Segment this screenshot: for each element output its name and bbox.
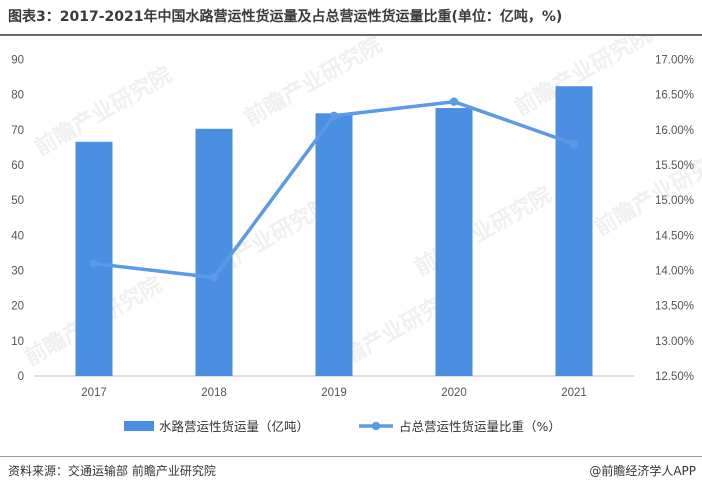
- x-tick-label: 2018: [201, 387, 227, 399]
- x-axis: 2017 2018 2019 2020 2021: [81, 387, 587, 399]
- footer-divider: [0, 456, 702, 457]
- bar: [315, 113, 353, 377]
- x-tick-label: 2020: [441, 387, 467, 399]
- y-tick-label-right: 12.50%: [655, 371, 694, 383]
- source-note: 资料来源：交通运输部 前瞻产业研究院: [8, 464, 216, 478]
- line-point: [449, 97, 459, 106]
- y-tick-label-right: 14.00%: [655, 266, 694, 278]
- watermark-text: 前瞻产业研究院: [590, 142, 702, 242]
- line-series: [89, 97, 579, 282]
- y-axis-left: 0 10 20 30 40 50 60 70 80 90: [11, 55, 24, 384]
- bar: [195, 128, 233, 376]
- y-tick-label-left: 40: [11, 230, 24, 242]
- y-tick-label-left: 90: [11, 55, 24, 67]
- legend-label-bar: 水路营运性货运量（亿吨）: [159, 419, 309, 434]
- legend: 水路营运性货运量（亿吨） 占总营运性货运量比重（%）: [124, 419, 561, 434]
- y-tick-label-left: 10: [11, 336, 24, 348]
- line-point: [569, 139, 579, 149]
- y-tick-label-right: 15.00%: [655, 195, 694, 207]
- bar: [555, 86, 593, 376]
- y-tick-label-right: 13.00%: [655, 336, 694, 348]
- y-tick-label-left: 70: [11, 125, 24, 137]
- y-tick-label-left: 50: [11, 195, 24, 207]
- y-tick-label-right: 16.50%: [655, 90, 694, 102]
- x-tick-label: 2021: [561, 387, 587, 399]
- y-tick-label-right: 15.50%: [655, 160, 694, 172]
- legend-swatch-point: [371, 421, 381, 431]
- x-tick-label: 2017: [81, 387, 107, 399]
- line-point: [209, 273, 219, 282]
- y-tick-label-left: 30: [11, 266, 24, 278]
- y-tick-label-left: 0: [18, 371, 24, 383]
- line-point: [89, 259, 99, 268]
- watermark-text: 前瞻产业研究院: [410, 182, 556, 282]
- chart-title: 图表3：2017-2021年中国水路营运性货运量及占总营运性货运量比重(单位：亿…: [8, 9, 563, 25]
- bar: [435, 108, 473, 376]
- y-tick-label-left: 60: [11, 160, 24, 172]
- y-tick-label-left: 80: [11, 90, 24, 102]
- y-tick-label-right: 14.50%: [655, 230, 694, 242]
- x-tick-label: 2019: [321, 387, 347, 399]
- y-tick-label-left: 20: [11, 301, 24, 313]
- y-tick-label-right: 17.00%: [655, 55, 694, 67]
- bar-series: [75, 86, 593, 377]
- bar: [75, 141, 113, 376]
- watermark-text: 前瞻产业研究院: [240, 36, 386, 131]
- brand-credit: @前瞻经济学人APP: [589, 464, 696, 478]
- legend-swatch-bar: [124, 421, 154, 431]
- legend-label-line: 占总营运性货运量比重（%）: [399, 419, 561, 434]
- y-axis-right: 12.50% 13.00% 13.50% 14.00% 14.50% 15.00% 15.5…: [655, 55, 694, 384]
- y-tick-label-right: 13.50%: [655, 301, 694, 313]
- line-point: [329, 111, 339, 120]
- y-tick-label-right: 16.00%: [655, 125, 694, 137]
- title-divider: [0, 34, 702, 36]
